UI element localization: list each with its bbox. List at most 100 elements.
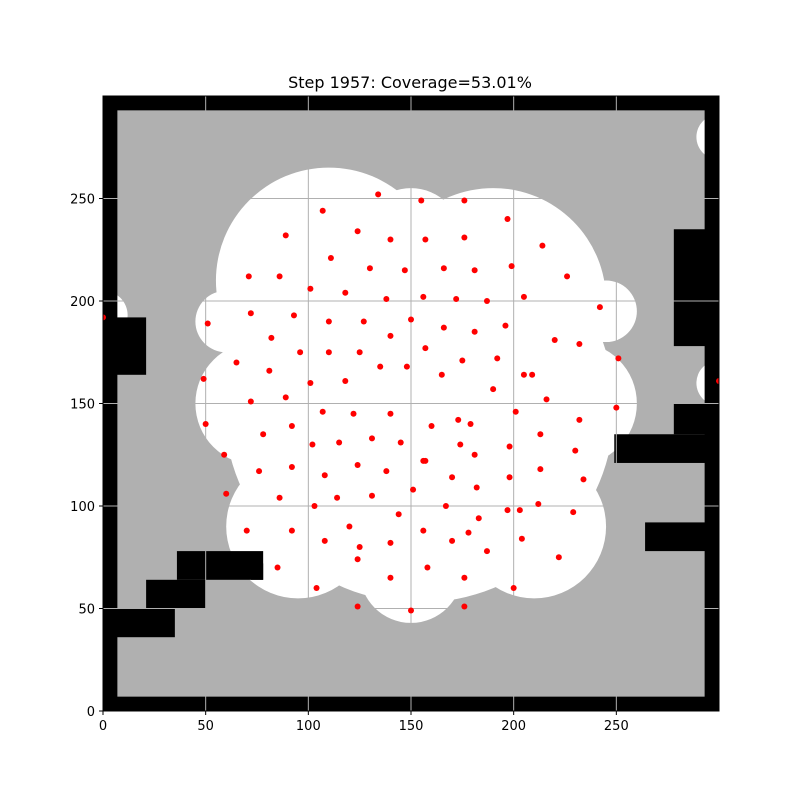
agent-point-113 bbox=[288, 527, 295, 534]
agent-point-127 bbox=[510, 585, 517, 591]
agent-point-93 bbox=[506, 474, 513, 481]
agent-point-80 bbox=[471, 451, 478, 458]
agent-point-106 bbox=[395, 511, 402, 518]
agent-point-124 bbox=[387, 574, 394, 581]
agent-point-73 bbox=[288, 423, 295, 430]
y-tick-label-3: 150 bbox=[70, 398, 95, 413]
grid-lines bbox=[103, 96, 719, 711]
agent-point-16 bbox=[508, 263, 515, 270]
agent-point-100 bbox=[410, 486, 417, 493]
agent-point-59 bbox=[247, 398, 254, 405]
agent-point-87 bbox=[321, 472, 328, 479]
agents bbox=[103, 191, 719, 614]
agent-point-33 bbox=[440, 324, 447, 331]
agent-point-9 bbox=[461, 234, 468, 241]
agent-point-48 bbox=[615, 355, 622, 362]
agent-point-121 bbox=[274, 564, 281, 571]
x-tick-label-1: 50 bbox=[197, 719, 214, 734]
agent-point-131 bbox=[103, 314, 106, 321]
agent-point-46 bbox=[529, 371, 536, 378]
agent-point-132 bbox=[716, 377, 719, 384]
agent-point-86 bbox=[288, 464, 295, 471]
agent-point-41 bbox=[356, 349, 363, 356]
agent-point-51 bbox=[307, 380, 314, 386]
agent-point-107 bbox=[420, 527, 427, 534]
agent-point-22 bbox=[383, 295, 390, 302]
agent-point-3 bbox=[319, 207, 326, 214]
agent-point-28 bbox=[204, 320, 211, 327]
agent-point-32 bbox=[408, 316, 414, 323]
agent-point-95 bbox=[580, 476, 587, 483]
covered-region-7 bbox=[462, 454, 607, 599]
obstacle-5 bbox=[103, 608, 175, 638]
agent-point-69 bbox=[576, 416, 583, 423]
agent-point-66 bbox=[467, 421, 474, 427]
agent-point-114 bbox=[321, 537, 328, 544]
agent-point-24 bbox=[453, 295, 460, 302]
agent-point-122 bbox=[354, 556, 361, 563]
agent-point-15 bbox=[471, 267, 478, 274]
agent-point-85 bbox=[256, 468, 263, 475]
agent-point-94 bbox=[537, 466, 544, 473]
agent-point-26 bbox=[520, 293, 527, 300]
obstacle-4 bbox=[103, 317, 147, 375]
agent-point-31 bbox=[360, 318, 367, 325]
agent-point-83 bbox=[572, 447, 579, 454]
agent-point-18 bbox=[276, 273, 283, 280]
agent-point-14 bbox=[440, 265, 447, 272]
obstacle-10 bbox=[673, 229, 719, 347]
agent-point-8 bbox=[422, 236, 429, 243]
agent-point-50 bbox=[266, 367, 273, 374]
obstacle-12 bbox=[673, 403, 719, 435]
x-tick-label-4: 200 bbox=[501, 719, 526, 734]
covered-region-10 bbox=[575, 280, 637, 343]
agent-point-102 bbox=[475, 515, 482, 522]
agent-point-71 bbox=[202, 421, 209, 427]
agent-point-129 bbox=[408, 607, 414, 614]
agent-point-118 bbox=[483, 548, 490, 555]
x-tick-label-2: 100 bbox=[296, 719, 321, 734]
agent-point-72 bbox=[260, 431, 267, 438]
agent-point-92 bbox=[473, 484, 480, 491]
agent-point-97 bbox=[276, 494, 283, 501]
agent-point-64 bbox=[428, 423, 435, 430]
agent-point-70 bbox=[613, 404, 620, 411]
agent-point-49 bbox=[233, 359, 240, 366]
y-tick-label-2: 100 bbox=[70, 500, 95, 515]
agent-point-54 bbox=[403, 363, 410, 370]
agent-point-19 bbox=[564, 273, 571, 280]
agent-point-43 bbox=[422, 345, 429, 352]
agent-point-76 bbox=[368, 435, 375, 442]
y-tick-label-1: 50 bbox=[78, 603, 95, 618]
agent-point-58 bbox=[200, 375, 207, 382]
agent-point-36 bbox=[551, 336, 558, 343]
agent-point-89 bbox=[383, 468, 390, 475]
agent-point-119 bbox=[518, 535, 525, 542]
agent-point-91 bbox=[449, 474, 456, 481]
agent-point-21 bbox=[342, 289, 349, 296]
agent-point-101 bbox=[442, 503, 449, 509]
x-tick-label-0: 0 bbox=[99, 719, 107, 734]
agent-point-90 bbox=[422, 457, 429, 464]
agent-point-77 bbox=[397, 439, 404, 446]
agent-point-37 bbox=[596, 304, 603, 311]
agent-point-13 bbox=[401, 267, 408, 274]
agent-point-109 bbox=[504, 507, 511, 514]
agent-point-67 bbox=[512, 408, 519, 415]
agent-point-81 bbox=[506, 443, 513, 450]
y-tick-label-4: 200 bbox=[70, 295, 95, 310]
agent-point-79 bbox=[457, 441, 464, 448]
agent-point-104 bbox=[311, 503, 318, 509]
agent-point-1 bbox=[418, 197, 425, 204]
agent-point-47 bbox=[576, 341, 583, 348]
agent-point-126 bbox=[461, 574, 468, 581]
obstacle-9 bbox=[250, 563, 264, 580]
agent-point-7 bbox=[387, 236, 394, 243]
covered-region-9 bbox=[195, 290, 257, 353]
agent-point-108 bbox=[465, 529, 472, 536]
y-tick-label-0: 0 bbox=[87, 705, 95, 720]
agent-point-11 bbox=[327, 254, 334, 261]
agent-point-117 bbox=[449, 537, 456, 544]
agent-point-27 bbox=[247, 310, 254, 317]
agent-point-98 bbox=[334, 494, 341, 501]
